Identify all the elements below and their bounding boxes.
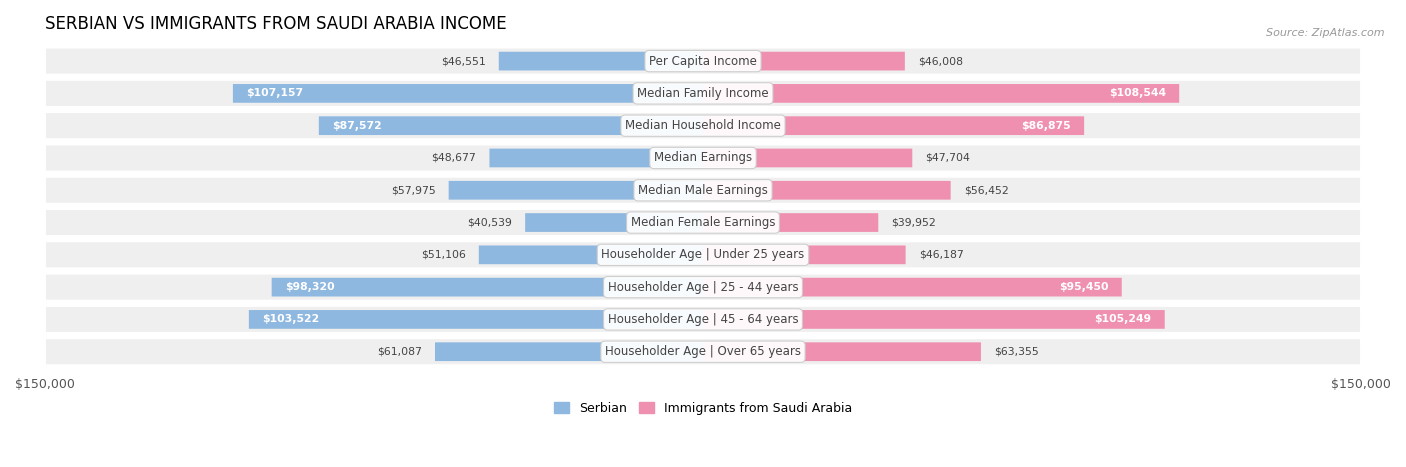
Text: $98,320: $98,320 (285, 282, 335, 292)
FancyBboxPatch shape (703, 52, 905, 71)
Text: $56,452: $56,452 (965, 185, 1008, 195)
FancyBboxPatch shape (434, 342, 703, 361)
Text: Median Family Income: Median Family Income (637, 87, 769, 100)
FancyBboxPatch shape (449, 181, 703, 199)
FancyBboxPatch shape (703, 246, 905, 264)
Legend: Serbian, Immigrants from Saudi Arabia: Serbian, Immigrants from Saudi Arabia (548, 396, 858, 420)
Text: $63,355: $63,355 (994, 347, 1039, 357)
Text: $61,087: $61,087 (377, 347, 422, 357)
Text: $87,572: $87,572 (332, 120, 381, 131)
Text: Median Earnings: Median Earnings (654, 151, 752, 164)
Text: $107,157: $107,157 (246, 88, 304, 99)
FancyBboxPatch shape (45, 209, 1361, 236)
FancyBboxPatch shape (45, 48, 1361, 75)
Text: $46,551: $46,551 (441, 56, 485, 66)
FancyBboxPatch shape (233, 84, 703, 103)
Text: SERBIAN VS IMMIGRANTS FROM SAUDI ARABIA INCOME: SERBIAN VS IMMIGRANTS FROM SAUDI ARABIA … (45, 15, 506, 33)
Text: $86,875: $86,875 (1021, 120, 1071, 131)
Text: Householder Age | 45 - 64 years: Householder Age | 45 - 64 years (607, 313, 799, 326)
FancyBboxPatch shape (526, 213, 703, 232)
Text: Per Capita Income: Per Capita Income (650, 55, 756, 68)
Text: $95,450: $95,450 (1059, 282, 1108, 292)
FancyBboxPatch shape (703, 213, 879, 232)
Text: Source: ZipAtlas.com: Source: ZipAtlas.com (1267, 28, 1385, 38)
Text: $47,704: $47,704 (925, 153, 970, 163)
FancyBboxPatch shape (703, 278, 1122, 297)
Text: Householder Age | Under 25 years: Householder Age | Under 25 years (602, 248, 804, 262)
Text: $51,106: $51,106 (420, 250, 465, 260)
FancyBboxPatch shape (45, 306, 1361, 333)
FancyBboxPatch shape (45, 112, 1361, 139)
FancyBboxPatch shape (45, 338, 1361, 365)
Text: $46,008: $46,008 (918, 56, 963, 66)
FancyBboxPatch shape (703, 310, 1164, 329)
FancyBboxPatch shape (703, 181, 950, 199)
FancyBboxPatch shape (45, 274, 1361, 301)
Text: $103,522: $103,522 (262, 314, 319, 325)
FancyBboxPatch shape (271, 278, 703, 297)
Text: Median Household Income: Median Household Income (626, 119, 780, 132)
FancyBboxPatch shape (499, 52, 703, 71)
FancyBboxPatch shape (45, 144, 1361, 171)
FancyBboxPatch shape (45, 177, 1361, 204)
FancyBboxPatch shape (703, 342, 981, 361)
FancyBboxPatch shape (489, 149, 703, 167)
FancyBboxPatch shape (703, 84, 1180, 103)
Text: $39,952: $39,952 (891, 218, 936, 227)
Text: $57,975: $57,975 (391, 185, 436, 195)
FancyBboxPatch shape (703, 149, 912, 167)
Text: $105,249: $105,249 (1094, 314, 1152, 325)
Text: Householder Age | Over 65 years: Householder Age | Over 65 years (605, 345, 801, 358)
Text: $108,544: $108,544 (1109, 88, 1166, 99)
FancyBboxPatch shape (703, 116, 1084, 135)
FancyBboxPatch shape (249, 310, 703, 329)
Text: Median Female Earnings: Median Female Earnings (631, 216, 775, 229)
FancyBboxPatch shape (479, 246, 703, 264)
Text: Householder Age | 25 - 44 years: Householder Age | 25 - 44 years (607, 281, 799, 294)
FancyBboxPatch shape (45, 241, 1361, 269)
Text: Median Male Earnings: Median Male Earnings (638, 184, 768, 197)
FancyBboxPatch shape (319, 116, 703, 135)
Text: $40,539: $40,539 (467, 218, 512, 227)
Text: $48,677: $48,677 (432, 153, 477, 163)
Text: $46,187: $46,187 (918, 250, 963, 260)
FancyBboxPatch shape (45, 80, 1361, 107)
